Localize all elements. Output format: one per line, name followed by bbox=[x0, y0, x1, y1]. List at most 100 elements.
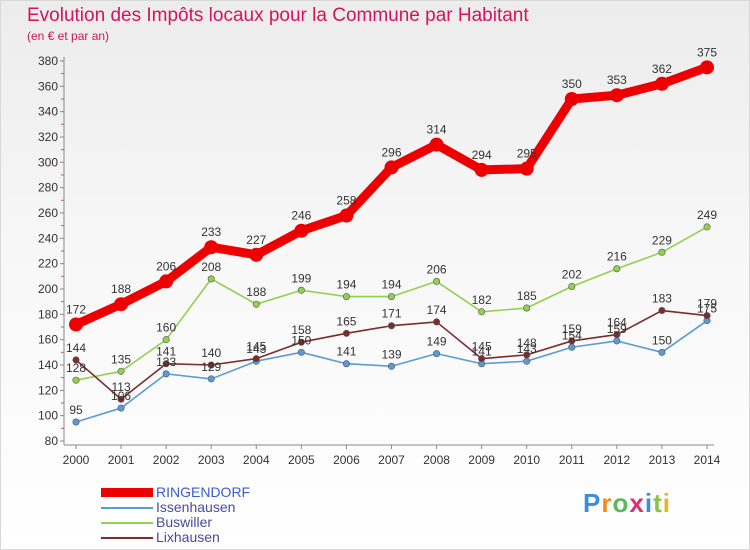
data-point-ringendorf bbox=[474, 162, 489, 177]
data-point-buswiller bbox=[162, 336, 170, 344]
data-point-buswiller bbox=[72, 376, 80, 384]
y-tick-label: 100 bbox=[38, 409, 58, 423]
data-point-ringendorf bbox=[700, 60, 714, 75]
data-point-issenhausen bbox=[387, 362, 395, 370]
data-label-buswiller: 160 bbox=[156, 321, 176, 335]
data-label-lixhausen: 141 bbox=[156, 345, 176, 359]
y-tick-label: 280 bbox=[38, 181, 58, 195]
data-label-buswiller: 202 bbox=[562, 267, 582, 281]
data-point-lixhausen bbox=[387, 322, 395, 330]
chart-subtitle: (en € et par an) bbox=[27, 29, 110, 43]
data-point-buswiller bbox=[523, 304, 531, 312]
data-point-ringendorf bbox=[159, 274, 174, 289]
data-point-buswiller bbox=[252, 300, 260, 308]
y-tick-label: 300 bbox=[38, 155, 58, 169]
data-label-issenhausen: 143 bbox=[246, 342, 266, 356]
data-point-issenhausen bbox=[162, 370, 170, 378]
data-point-ringendorf bbox=[294, 223, 309, 238]
data-label-issenhausen: 149 bbox=[427, 335, 447, 349]
data-label-issenhausen: 141 bbox=[336, 345, 356, 359]
x-tick-label: 2002 bbox=[153, 453, 180, 467]
x-tick-label: 2007 bbox=[378, 453, 405, 467]
data-label-lixhausen: 145 bbox=[472, 340, 492, 354]
data-label-lixhausen: 148 bbox=[517, 336, 537, 350]
data-point-issenhausen bbox=[658, 348, 666, 356]
x-tick-label: 2001 bbox=[108, 453, 135, 467]
y-tick-label: 140 bbox=[38, 358, 58, 372]
data-label-issenhausen: 106 bbox=[111, 389, 131, 403]
data-label-ringendorf: 353 bbox=[607, 73, 627, 87]
y-tick-label: 360 bbox=[38, 79, 58, 93]
data-label-issenhausen: 141 bbox=[472, 345, 492, 359]
data-point-issenhausen bbox=[207, 375, 215, 383]
data-label-buswiller: 206 bbox=[427, 262, 447, 276]
legend-label-ringendorf: RINGENDORF bbox=[156, 484, 251, 500]
legend-swatch-ringendorf bbox=[101, 488, 153, 497]
legend-swatch-buswiller bbox=[101, 522, 153, 524]
data-point-ringendorf bbox=[69, 317, 83, 332]
data-point-ringendorf bbox=[249, 247, 264, 262]
data-label-ringendorf: 206 bbox=[156, 259, 176, 273]
data-label-lixhausen: 171 bbox=[381, 307, 401, 321]
data-label-issenhausen: 175 bbox=[697, 302, 717, 316]
data-label-buswiller: 194 bbox=[381, 278, 401, 292]
data-point-lixhausen bbox=[207, 361, 215, 369]
data-point-lixhausen bbox=[658, 307, 666, 315]
data-label-ringendorf: 314 bbox=[427, 123, 447, 137]
logo-letter: o bbox=[612, 488, 630, 518]
x-tick-label: 2011 bbox=[559, 453, 585, 467]
y-tick-label: 260 bbox=[38, 206, 58, 220]
y-tick-label: 200 bbox=[38, 282, 58, 296]
x-tick-label: 2013 bbox=[649, 453, 676, 467]
y-tick-label: 320 bbox=[38, 130, 58, 144]
logo-letter: i bbox=[662, 488, 671, 518]
data-point-lixhausen bbox=[703, 312, 711, 320]
logo-letter: r bbox=[601, 488, 613, 518]
logo-letter: P bbox=[583, 488, 602, 518]
data-label-lixhausen: 158 bbox=[291, 323, 311, 337]
data-label-lixhausen: 113 bbox=[112, 380, 131, 394]
data-point-issenhausen bbox=[613, 337, 621, 345]
data-label-issenhausen: 150 bbox=[652, 333, 672, 347]
data-point-buswiller bbox=[117, 367, 125, 375]
data-point-buswiller bbox=[297, 286, 305, 294]
x-tick-label: 2010 bbox=[513, 453, 540, 467]
data-label-buswiller: 188 bbox=[246, 285, 266, 299]
x-tick-label: 2009 bbox=[468, 453, 495, 467]
data-point-buswiller bbox=[387, 293, 395, 301]
x-tick-label: 2008 bbox=[423, 453, 450, 467]
data-label-lixhausen: 159 bbox=[562, 322, 582, 336]
data-point-lixhausen bbox=[523, 351, 531, 359]
x-tick-label: 2004 bbox=[243, 453, 270, 467]
data-point-buswiller bbox=[568, 282, 576, 290]
legend-item-buswiller: Buswiller bbox=[101, 515, 361, 530]
data-label-ringendorf: 295 bbox=[517, 147, 537, 161]
data-label-lixhausen: 183 bbox=[652, 292, 672, 306]
data-label-ringendorf: 227 bbox=[246, 233, 266, 247]
data-point-lixhausen bbox=[613, 331, 621, 339]
data-label-lixhausen: 179 bbox=[697, 297, 717, 311]
data-point-buswiller bbox=[342, 293, 350, 301]
data-label-issenhausen: 139 bbox=[381, 347, 401, 361]
data-label-issenhausen: 133 bbox=[156, 355, 176, 369]
x-tick-label: 2014 bbox=[694, 453, 721, 467]
data-label-buswiller: 128 bbox=[66, 361, 86, 375]
data-label-ringendorf: 172 bbox=[66, 302, 86, 316]
logo-letter: i bbox=[644, 488, 654, 518]
data-label-issenhausen: 95 bbox=[69, 403, 83, 417]
data-point-ringendorf bbox=[114, 297, 129, 312]
legend-swatch-issenhausen bbox=[101, 507, 153, 509]
data-label-buswiller: 199 bbox=[291, 271, 311, 285]
x-tick-label: 2003 bbox=[198, 453, 225, 467]
data-point-lixhausen bbox=[297, 338, 305, 346]
y-tick-label: 220 bbox=[38, 257, 58, 271]
data-point-buswiller bbox=[478, 308, 486, 316]
data-point-lixhausen bbox=[568, 337, 576, 345]
data-label-buswiller: 208 bbox=[201, 260, 221, 274]
y-tick-label: 80 bbox=[45, 434, 59, 448]
y-tick-label: 240 bbox=[38, 231, 58, 245]
legend-label-lixhausen: Lixhausen bbox=[156, 529, 220, 545]
data-label-buswiller: 229 bbox=[652, 233, 672, 247]
data-label-ringendorf: 296 bbox=[381, 145, 401, 159]
